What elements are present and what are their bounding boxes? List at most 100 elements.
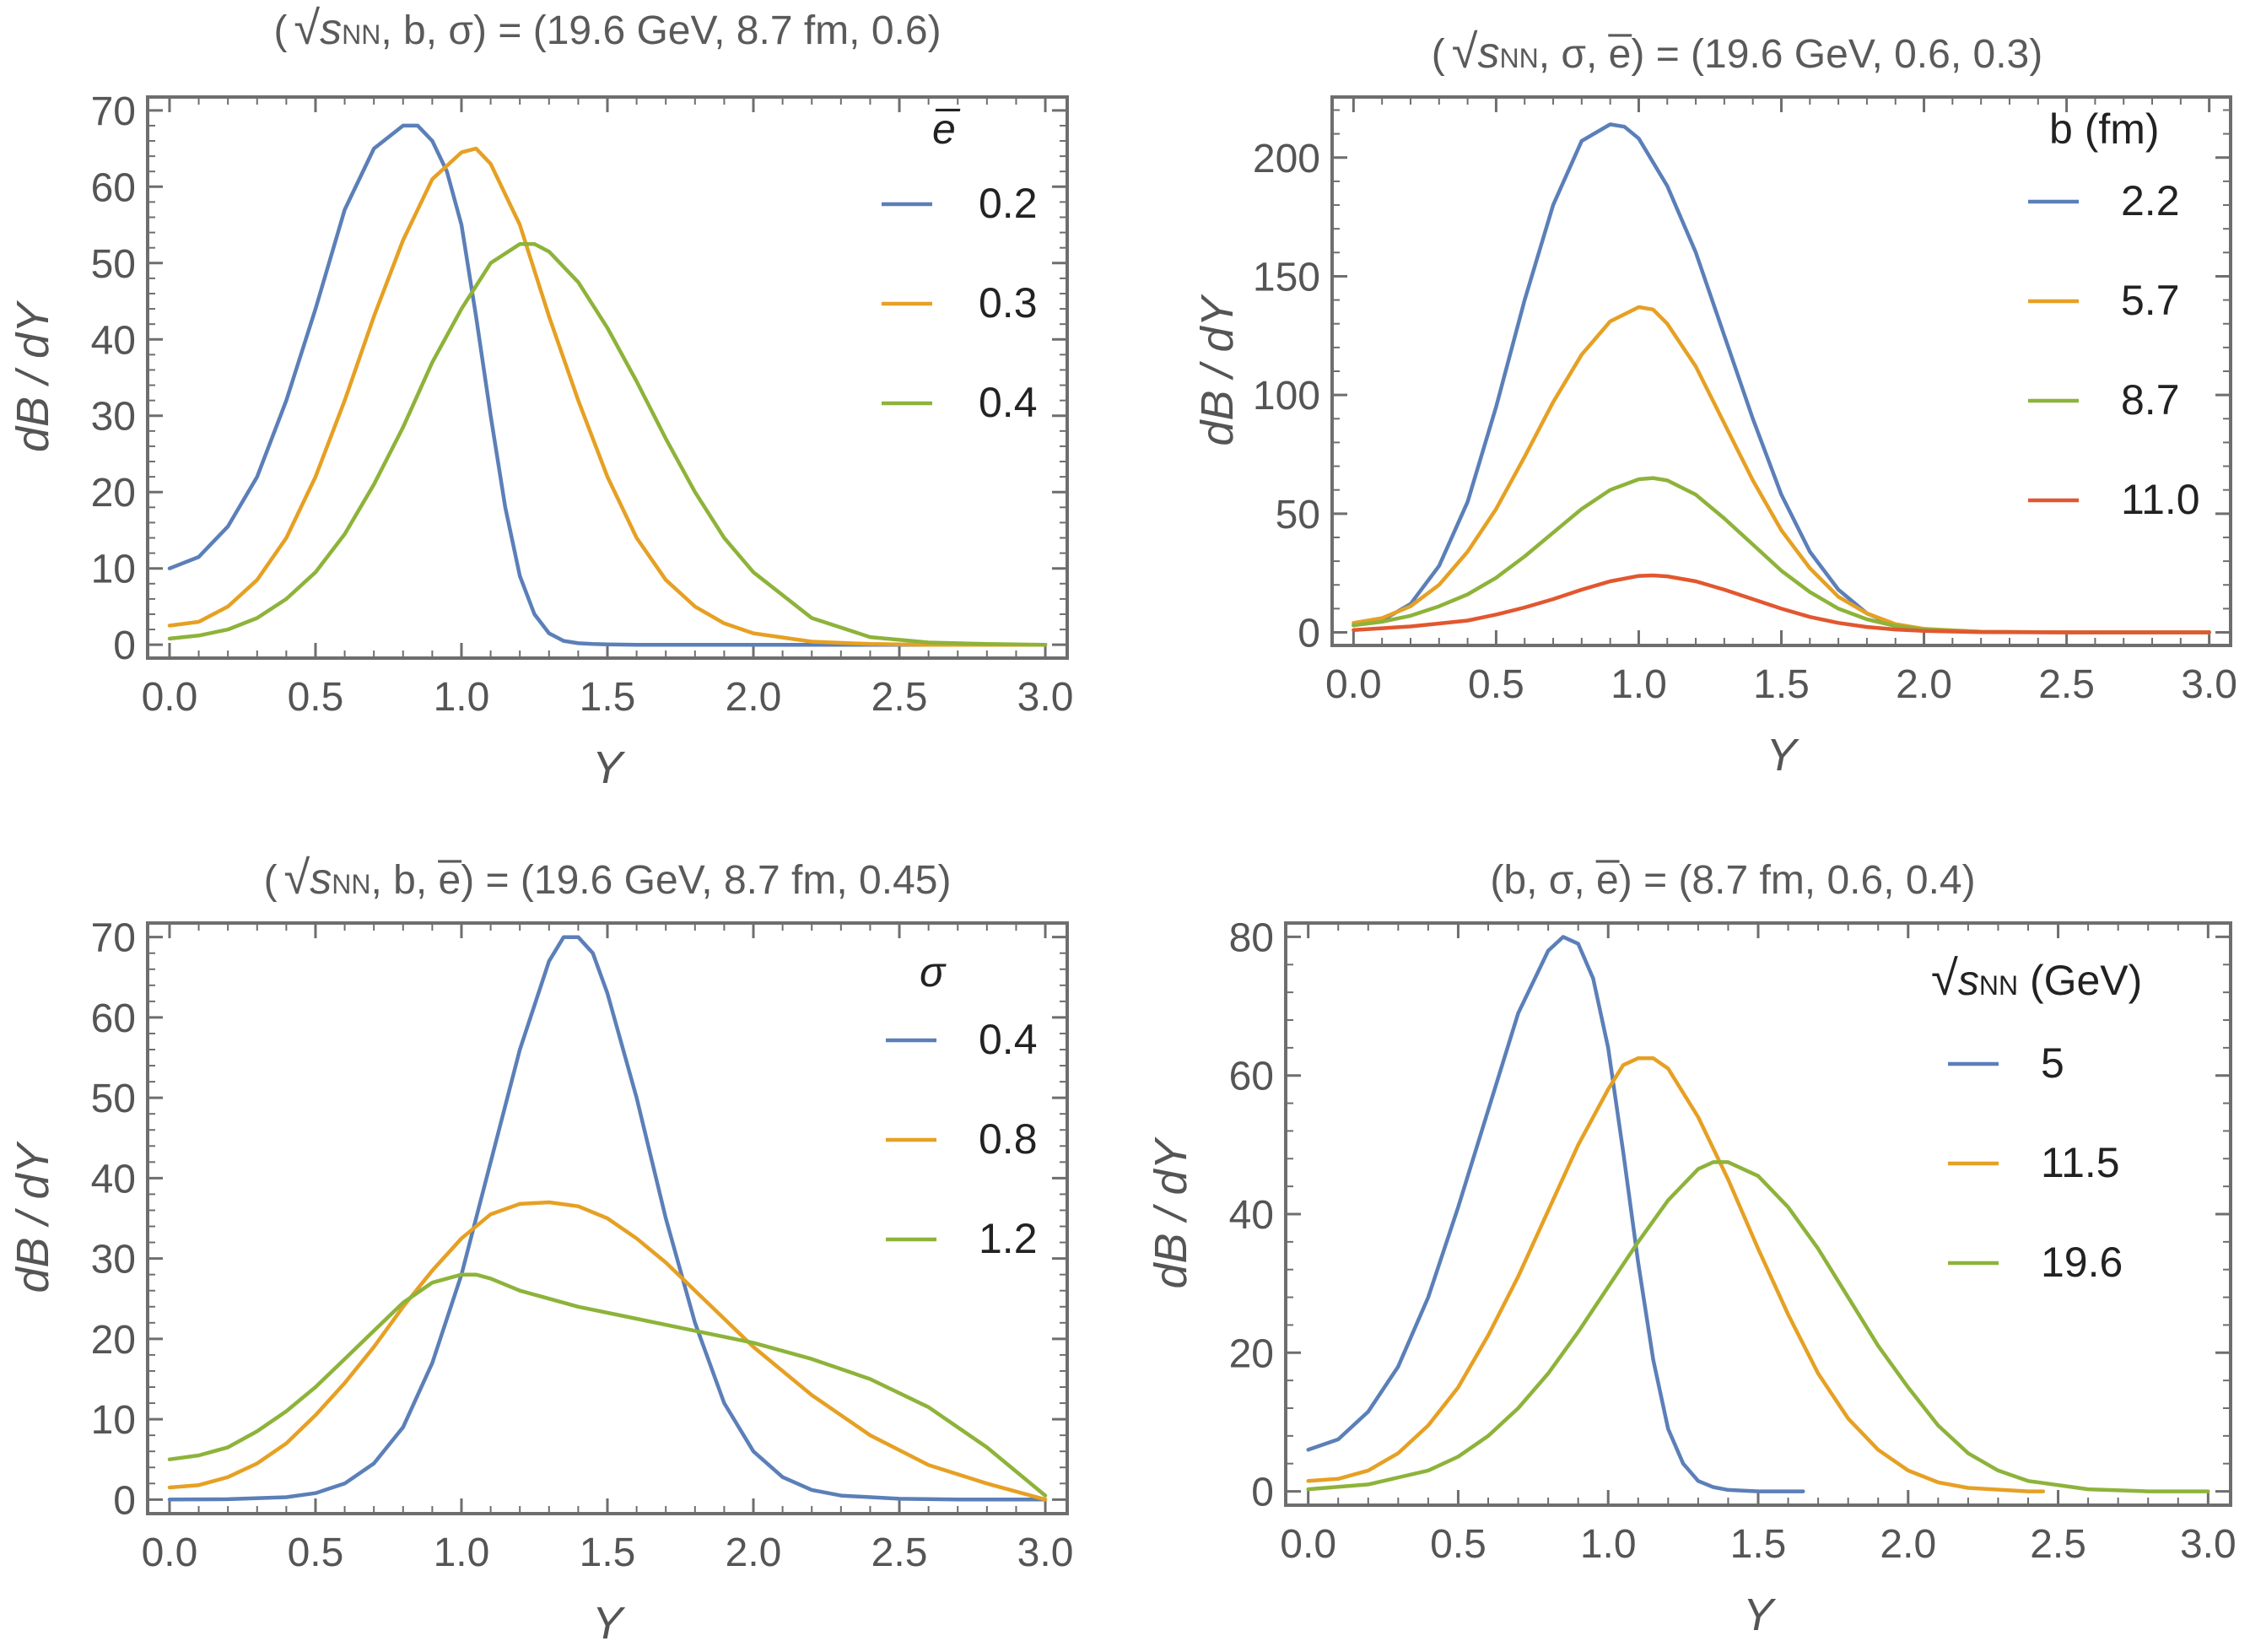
- chart-4-title: (b, σ, e̅) = (8.7 fm, 0.6, 0.4): [1490, 858, 1975, 903]
- chart-3-x-tick-label: 1.5: [580, 1531, 636, 1575]
- chart-1-legend-label: 0.2: [979, 180, 1038, 227]
- chart-2-svg: (√sNN, σ, e̅) = (19.6 GeV, 0.6, 0.3) b (…: [1192, 24, 2237, 780]
- chart-1-x-tick-label: 2.0: [726, 675, 782, 720]
- chart-1-y-tick-label: 50: [91, 242, 136, 287]
- chart-4-y-tick-label: 0: [1251, 1471, 1274, 1515]
- chart-4-y-axis-label: dB / dY: [1146, 1136, 1196, 1288]
- chart-3-y-tick-label: 10: [91, 1398, 136, 1443]
- chart-4-y-tick-label: 60: [1229, 1055, 1274, 1099]
- chart-1-y-axis-label: dB / dY: [8, 300, 58, 452]
- chart-3-y-tick-label: 20: [91, 1318, 136, 1363]
- chart-4-x-tick-label: 0.0: [1280, 1522, 1336, 1567]
- chart-4-x-tick-label: 1.5: [1730, 1522, 1787, 1567]
- chart-2-y-tick-label: 50: [1276, 493, 1320, 537]
- chart-3-legend-label: 0.8: [979, 1115, 1038, 1163]
- chart-4-frame: [1284, 921, 2232, 1507]
- chart-2-legend-label: 2.2: [2121, 177, 2180, 224]
- chart-2-series-8.7-line: [1352, 476, 2211, 634]
- chart-1-y-tick-label: 40: [91, 318, 136, 363]
- chart-3-y-tick-label: 30: [91, 1238, 136, 1282]
- chart-2-legend-title: b (fm): [2049, 105, 2160, 153]
- chart-2-x-tick-label: 1.5: [1753, 662, 1810, 707]
- chart-4-x-tick-label: 0.5: [1430, 1522, 1487, 1567]
- chart-1-x-tick-label: 2.5: [871, 675, 928, 720]
- chart-3-title: (√sNN, b, e̅) = (19.6 GeV, 8.7 fm, 0.45): [264, 850, 952, 904]
- chart-1-series-0.3-line: [167, 146, 1048, 647]
- chart-3-y-tick-label: 60: [91, 996, 136, 1041]
- chart-2-series-5.7-line: [1352, 305, 2211, 634]
- chart-4-legend-label: 11.5: [2041, 1139, 2120, 1186]
- chart-3-y-tick-label: 40: [91, 1157, 136, 1201]
- chart-1-y-tick-label: 0: [113, 624, 136, 668]
- chart-3-x-tick-label: 1.0: [434, 1531, 490, 1575]
- chart-2-series-11.0-line: [1352, 573, 2211, 634]
- chart-3-x-axis-label: Y: [592, 1598, 626, 1649]
- chart-3-legend-label: 1.2: [979, 1215, 1038, 1262]
- chart-3-svg: (√sNN, b, e̅) = (19.6 GeV, 8.7 fm, 0.45)…: [8, 850, 1074, 1649]
- chart-3-y-axis-label: dB / dY: [8, 1140, 58, 1293]
- chart-4-y-tick-label: 20: [1229, 1331, 1274, 1376]
- chart-3-x-tick-label: 3.0: [1017, 1531, 1074, 1575]
- chart-1-series-0.2-line: [167, 123, 1048, 647]
- chart-1-y-tick-label: 10: [91, 548, 136, 592]
- chart-1-y-tick-label: 60: [91, 165, 136, 210]
- chart-3-y-tick-label: 70: [91, 916, 136, 961]
- chart-2-y-tick-label: 150: [1253, 255, 1320, 300]
- chart-1-y-tick-label: 30: [91, 395, 136, 440]
- chart-4-legend-label: 5: [2041, 1039, 2064, 1087]
- chart-3-x-tick-label: 2.0: [726, 1531, 782, 1575]
- chart-3-series-0.8-line: [167, 1200, 1048, 1502]
- chart-4-legend-label: 19.6: [2041, 1239, 2123, 1286]
- chart-4-legend-title: √sNN (GeV): [1931, 951, 2142, 1006]
- chart-4-x-axis-label: Y: [1743, 1590, 1777, 1640]
- chart-3-x-tick-label: 0.5: [288, 1531, 344, 1575]
- chart-2-legend-label: 5.7: [2121, 277, 2180, 324]
- chart-2-x-tick-label: 2.0: [1896, 662, 1952, 707]
- chart-panel-1: (√sNN, b, σ) = (19.6 GeV, 8.7 fm, 0.6) e…: [0, 0, 1125, 826]
- chart-2-x-tick-label: 2.5: [2038, 662, 2095, 707]
- chart-2-y-tick-label: 0: [1298, 612, 1320, 656]
- chart-3-legend-title: σ: [920, 948, 947, 996]
- chart-3-series-1.2-line: [167, 1272, 1048, 1498]
- chart-4-x-tick-label: 2.0: [1880, 1522, 1936, 1567]
- chart-1-title: (√sNN, b, σ) = (19.6 GeV, 8.7 fm, 0.6): [273, 1, 941, 54]
- chart-4-y-tick-label: 40: [1229, 1193, 1274, 1238]
- chart-1-x-tick-label: 1.0: [434, 675, 490, 720]
- chart-3-y-tick-label: 0: [113, 1478, 136, 1523]
- chart-1-legend-title: e̅: [932, 105, 961, 153]
- chart-3-x-tick-label: 0.0: [142, 1531, 198, 1575]
- chart-4-x-tick-label: 2.5: [2030, 1522, 2086, 1567]
- chart-1-frame: [146, 95, 1069, 660]
- chart-2-x-tick-label: 3.0: [2181, 662, 2237, 707]
- chart-2-y-tick-label: 100: [1253, 374, 1320, 418]
- chart-1-x-tick-label: 0.5: [288, 675, 344, 720]
- chart-2-y-tick-label: 200: [1253, 137, 1320, 181]
- chart-3-x-tick-label: 2.5: [871, 1531, 928, 1575]
- chart-1-x-tick-label: 1.5: [580, 675, 636, 720]
- chart-3-y-tick-label: 50: [91, 1077, 136, 1121]
- chart-panel-3: (√sNN, b, e̅) = (19.6 GeV, 8.7 fm, 0.45)…: [0, 826, 1125, 1652]
- chart-2-x-tick-label: 0.0: [1325, 662, 1382, 707]
- chart-1-svg: (√sNN, b, σ) = (19.6 GeV, 8.7 fm, 0.6) e…: [8, 1, 1073, 793]
- chart-4-series-19.6-line: [1306, 1160, 2210, 1493]
- chart-1-y-tick-label: 70: [91, 89, 136, 134]
- chart-4-y-tick-label: 80: [1229, 915, 1274, 960]
- chart-2-legend-label: 8.7: [2121, 376, 2180, 424]
- chart-1-legend-label: 0.4: [979, 379, 1038, 426]
- chart-4-series-11.5-line: [1306, 1055, 2046, 1493]
- chart-4-x-tick-label: 1.0: [1580, 1522, 1637, 1567]
- chart-1-x-tick-label: 0.0: [142, 675, 198, 720]
- chart-4-svg: (b, σ, e̅) = (8.7 fm, 0.6, 0.4) √sNN (Ge…: [1146, 858, 2237, 1640]
- chart-4-series-5-line: [1306, 935, 1805, 1493]
- chart-1-series-0.4-line: [167, 241, 1048, 647]
- chart-2-legend-label: 11.0: [2121, 476, 2200, 523]
- chart-panel-4: (b, σ, e̅) = (8.7 fm, 0.6, 0.4) √sNN (Ge…: [1125, 826, 2250, 1652]
- chart-2-y-axis-label: dB / dY: [1192, 293, 1243, 445]
- chart-2-frame: [1330, 95, 2232, 647]
- chart-2-x-tick-label: 1.0: [1611, 662, 1667, 707]
- chart-1-y-tick-label: 20: [91, 471, 136, 516]
- chart-2-title: (√sNN, σ, e̅) = (19.6 GeV, 0.6, 0.3): [1432, 24, 2042, 78]
- chart-2-x-axis-label: Y: [1766, 730, 1799, 780]
- chart-panel-2: (√sNN, σ, e̅) = (19.6 GeV, 0.6, 0.3) b (…: [1125, 0, 2250, 826]
- chart-1-legend-label: 0.3: [979, 279, 1038, 327]
